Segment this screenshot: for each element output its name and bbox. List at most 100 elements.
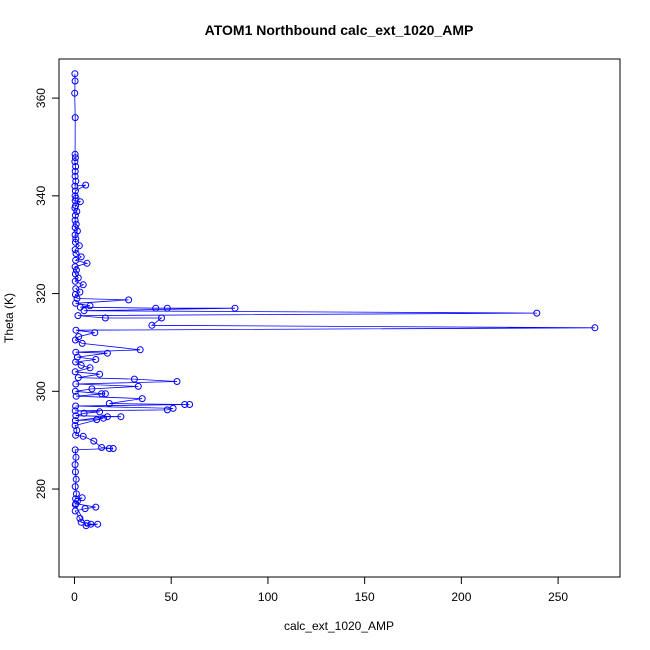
data-point	[72, 453, 80, 461]
data-point	[163, 406, 171, 414]
data-point	[117, 413, 125, 421]
data-point	[71, 197, 79, 205]
data-point	[71, 422, 79, 429]
data-point	[80, 409, 88, 417]
data-point	[76, 198, 84, 206]
data-point	[73, 426, 81, 434]
data-point	[71, 387, 79, 395]
data-point	[71, 182, 79, 190]
data-point	[181, 401, 189, 408]
y-tick-label: 340	[34, 185, 48, 205]
data-point	[86, 364, 94, 372]
data-point	[591, 324, 599, 332]
data-point	[71, 77, 79, 85]
data-point	[82, 181, 90, 189]
data-point	[98, 390, 106, 398]
data-point	[74, 374, 82, 382]
data-point	[96, 370, 104, 378]
data-point	[71, 70, 79, 78]
data-point	[77, 361, 85, 369]
data-point	[72, 402, 80, 410]
data-point	[72, 490, 80, 498]
data-point	[96, 408, 104, 416]
data-point	[88, 385, 96, 393]
data-point	[73, 208, 81, 215]
x-tick-label: 50	[165, 590, 179, 604]
data-point	[92, 356, 100, 363]
data-point	[100, 414, 107, 422]
data-point	[71, 231, 79, 239]
data-point	[72, 326, 80, 334]
x-tick-label: 200	[451, 590, 471, 604]
data-point	[138, 395, 146, 403]
y-tick-label: 300	[34, 381, 48, 401]
data-point	[71, 501, 79, 509]
data-point	[71, 204, 79, 212]
data-point	[73, 295, 81, 302]
data-point	[71, 158, 79, 166]
data-point	[533, 309, 541, 317]
x-tick-label: 100	[258, 590, 278, 604]
data-point	[71, 483, 79, 491]
data-point	[90, 437, 98, 445]
series-line	[74, 73, 595, 527]
data-point	[72, 431, 80, 439]
data-point	[71, 167, 79, 175]
data-point	[75, 242, 83, 250]
data-point	[77, 253, 85, 261]
data-point	[101, 314, 109, 322]
chart-title: ATOM1 Northbound calc_ext_1020_AMP	[205, 22, 474, 38]
x-tick-label: 0	[71, 590, 78, 604]
data-point	[72, 163, 80, 170]
data-point	[86, 302, 94, 310]
x-tick-label: 150	[355, 590, 375, 604]
data-point	[72, 299, 80, 307]
x-axis-label: calc_ext_1020_AMP	[284, 619, 394, 633]
data-point	[71, 172, 79, 180]
data-point	[71, 407, 79, 415]
data-point	[173, 378, 181, 385]
data-point	[71, 154, 79, 162]
series-layer	[71, 70, 599, 530]
data-point	[71, 446, 79, 454]
data-point	[71, 187, 79, 195]
y-tick-label: 320	[34, 283, 48, 303]
data-point	[72, 220, 80, 228]
data-point	[91, 329, 99, 337]
y-axis-label: Theta (K)	[2, 293, 16, 343]
data-point	[72, 392, 80, 400]
data-point	[80, 307, 88, 315]
data-point	[101, 390, 109, 398]
data-point	[125, 296, 133, 304]
data-point	[76, 514, 84, 522]
data-point	[87, 520, 95, 528]
data-point	[71, 150, 79, 158]
data-point	[71, 211, 79, 219]
data-point	[130, 375, 138, 383]
x-axis: 0 50 100 150 200 250	[71, 576, 568, 604]
data-point	[71, 114, 79, 122]
data-point	[163, 304, 171, 312]
data-point	[72, 475, 80, 483]
data-point	[82, 522, 90, 530]
data-point	[71, 216, 79, 224]
data-point	[79, 432, 87, 440]
x-tick-label: 250	[548, 590, 568, 604]
data-point	[71, 291, 79, 298]
data-point	[71, 89, 79, 97]
data-point	[136, 346, 144, 354]
data-point	[94, 520, 102, 528]
data-point	[72, 380, 80, 388]
data-point	[73, 353, 81, 361]
data-point	[78, 494, 86, 502]
data-point	[72, 177, 80, 185]
data-point	[72, 266, 80, 274]
y-tick-label: 280	[34, 479, 48, 499]
data-point	[103, 413, 111, 421]
data-point	[71, 368, 79, 376]
data-point	[105, 445, 113, 452]
y-axis: 280 300 320 340 360	[34, 88, 60, 499]
data-point	[72, 348, 80, 356]
data-point	[71, 336, 79, 344]
